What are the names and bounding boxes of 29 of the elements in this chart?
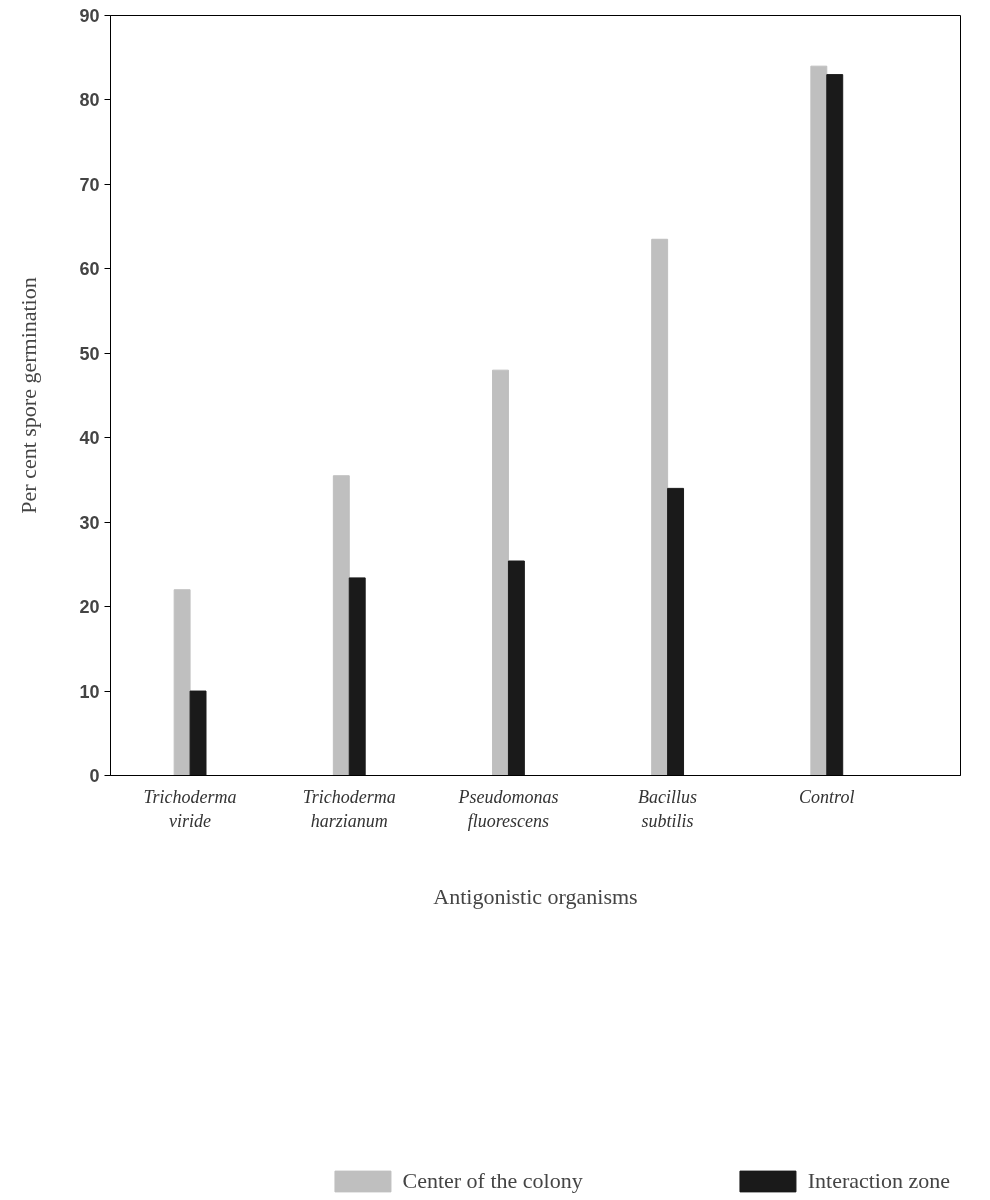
x-tick-label: Pseudomonas fluorescens	[457, 786, 559, 831]
bar	[189, 690, 207, 776]
y-tick-label: 40	[79, 428, 100, 449]
y-tick-label: 10	[79, 681, 100, 702]
y-tick-label: 30	[79, 512, 100, 533]
x-tick-label: Trichoderma harzianum	[302, 786, 396, 831]
y-axis-title: Per cent spore germination	[16, 277, 42, 514]
legend-label: Interaction zone	[807, 1168, 950, 1194]
legend-label: Center of the colony	[402, 1168, 583, 1194]
y-tick-label: 60	[79, 259, 100, 280]
bar	[492, 369, 509, 776]
bar	[826, 74, 844, 776]
y-tick-label: 80	[79, 90, 100, 111]
x-tick-label: Control	[799, 786, 855, 807]
bar	[810, 65, 828, 776]
y-tick-label: 20	[79, 597, 100, 618]
bar	[507, 560, 525, 776]
y-tick-label: 50	[79, 343, 100, 364]
bar	[173, 589, 191, 776]
y-tick-label: 70	[79, 174, 100, 195]
bar	[348, 577, 366, 776]
y-tick-label: 0	[89, 766, 100, 786]
x-tick-label: Bacillus subtilis	[638, 786, 698, 831]
bar	[651, 238, 669, 776]
x-tick-label: Trichoderma viride	[143, 786, 237, 831]
bar	[332, 475, 350, 776]
y-tick-label: 90	[79, 6, 100, 26]
x-axis-title: Antigonistic organisms	[433, 883, 638, 909]
bar	[667, 487, 685, 776]
